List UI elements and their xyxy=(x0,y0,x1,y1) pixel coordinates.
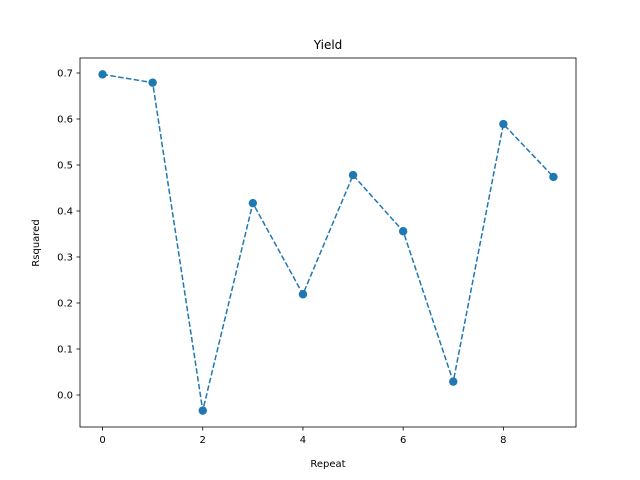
data-point xyxy=(499,119,508,129)
data-point xyxy=(248,198,258,208)
series-layer xyxy=(98,70,558,415)
x-tick-label: 0 xyxy=(99,435,105,446)
x-axis-label: Repeat xyxy=(310,459,345,470)
data-point xyxy=(398,227,408,236)
plot-area xyxy=(80,58,576,427)
y-tick-label: 0.1 xyxy=(57,345,73,356)
series-line xyxy=(102,73,554,411)
data-point xyxy=(98,70,107,79)
data-point xyxy=(298,290,308,299)
data-point xyxy=(198,406,207,415)
y-tick-label: 0.3 xyxy=(57,253,73,264)
data-point xyxy=(449,377,458,386)
chart-title: Yield xyxy=(313,38,343,52)
x-tick-label: 8 xyxy=(500,435,506,446)
y-axis: 0.0 0.1 0.2 0.3 0.4 0.5 0.6 0.7 xyxy=(57,69,80,402)
data-point xyxy=(348,170,358,180)
y-tick-label: 0.5 xyxy=(57,161,73,172)
x-axis: 0 2 4 6 8 xyxy=(99,427,507,446)
y-tick-label: 0.4 xyxy=(57,207,73,218)
y-tick-label: 0.0 xyxy=(57,391,73,402)
x-tick-label: 6 xyxy=(400,435,406,446)
data-point xyxy=(148,78,157,87)
x-tick-label: 2 xyxy=(200,435,206,446)
y-tick-label: 0.6 xyxy=(57,115,73,126)
y-tick-label: 0.7 xyxy=(57,69,73,80)
plot-frame xyxy=(79,57,577,428)
x-tick-label: 4 xyxy=(300,435,306,446)
y-axis-label: Rsquared xyxy=(31,219,42,266)
y-tick-label: 0.2 xyxy=(57,299,73,310)
data-point xyxy=(549,172,558,182)
